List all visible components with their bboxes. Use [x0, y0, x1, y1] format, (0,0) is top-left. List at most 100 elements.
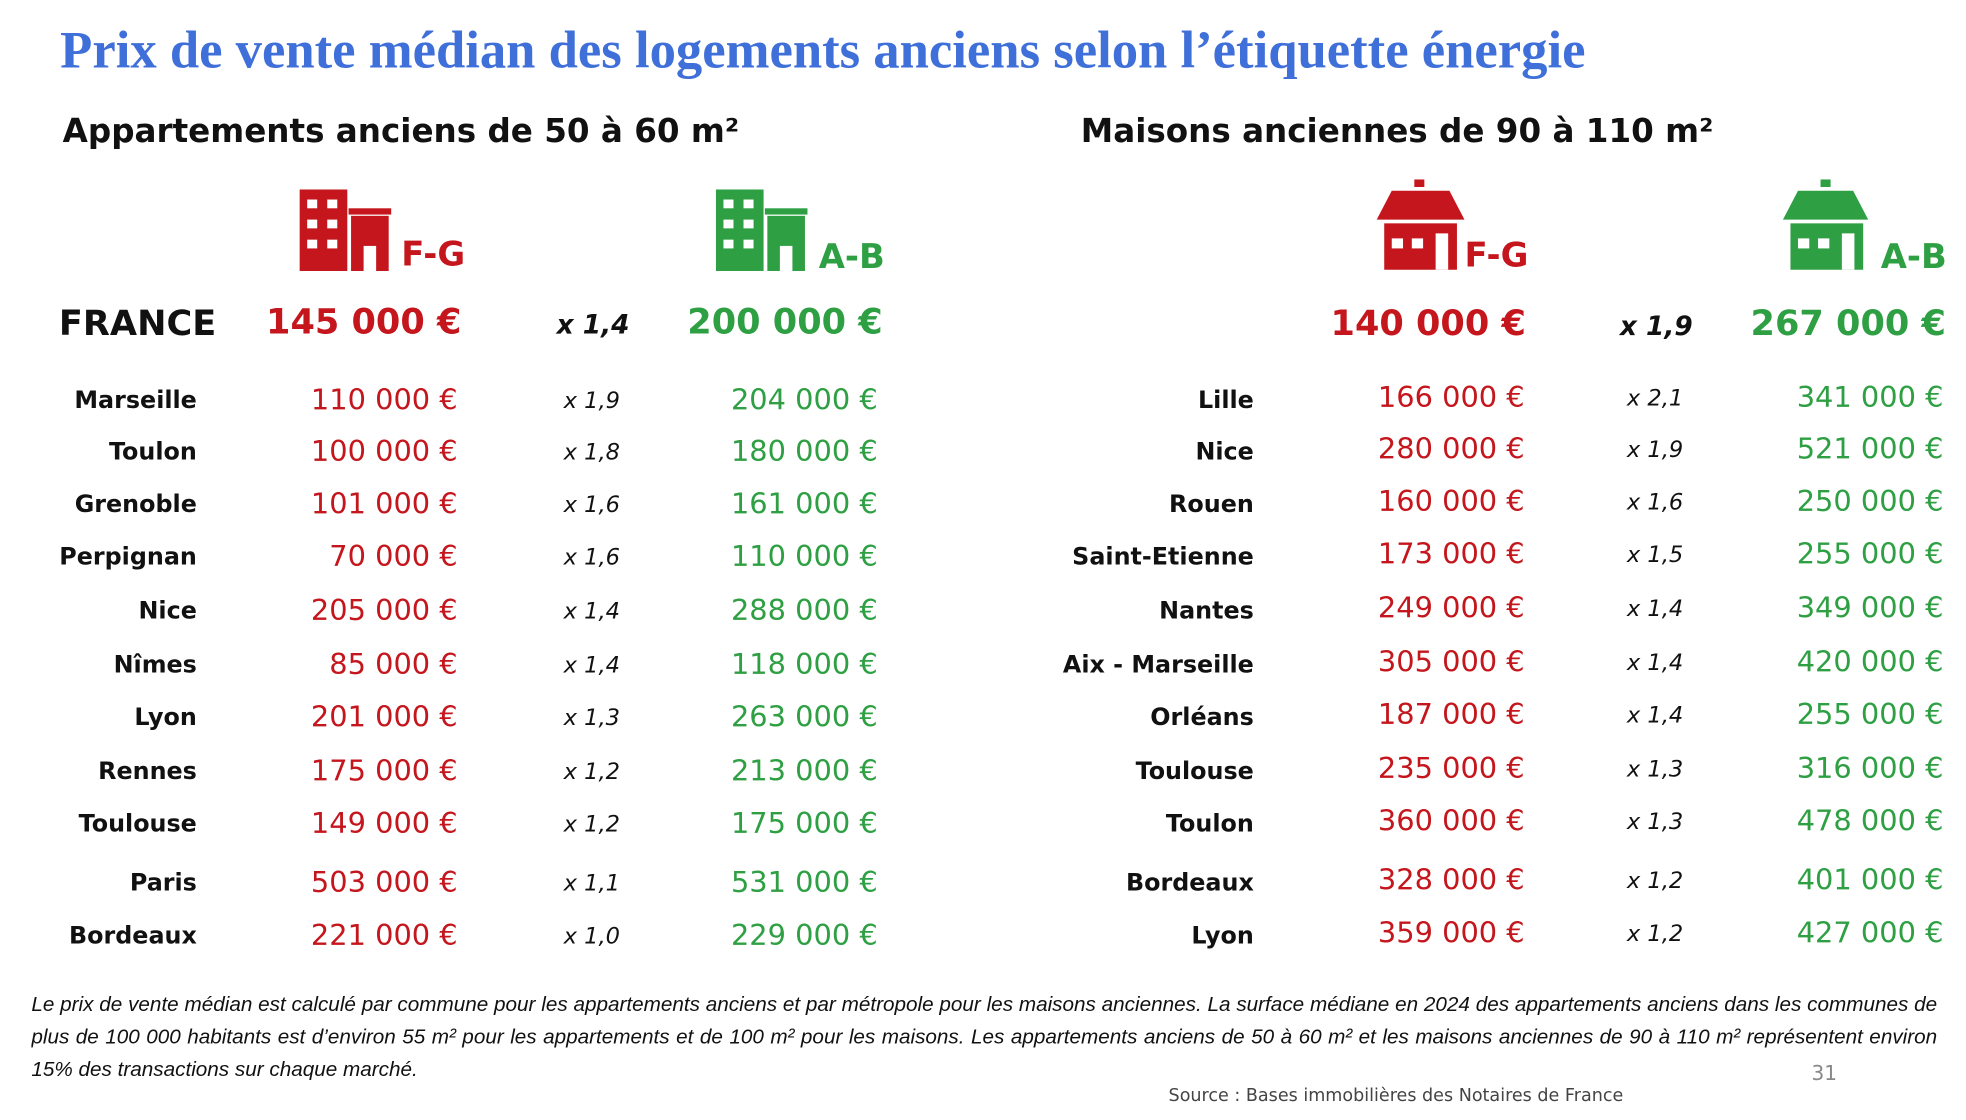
price-ab: 478 000 €: [1797, 804, 1944, 838]
price-fg: 166 000 €: [1378, 380, 1525, 414]
price-ab: 229 000 €: [731, 918, 878, 952]
city-name: Bordeaux: [1126, 869, 1254, 897]
ratio: x 1,4: [1626, 703, 1683, 729]
ratio: x 1,1: [563, 871, 620, 897]
city-name: Orléans: [1150, 703, 1254, 731]
footnote: Le prix de vente médian est calculé par …: [31, 993, 1938, 1081]
ratio: x 1,4: [1626, 596, 1683, 622]
city-name: Lyon: [1191, 921, 1253, 949]
price-fg: 359 000 €: [1378, 915, 1525, 949]
france-ab: 200 000 €: [687, 302, 882, 343]
city-name: Toulon: [109, 437, 197, 465]
city-name: Aix - Marseille: [1063, 650, 1254, 678]
price-fg: 85 000 €: [329, 647, 457, 681]
price-fg: 160 000 €: [1378, 484, 1525, 518]
price-fg: 280 000 €: [1378, 431, 1525, 465]
city-name: Grenoble: [75, 490, 197, 518]
ratio: x 1,4: [563, 652, 620, 678]
price-ab: 250 000 €: [1797, 484, 1944, 518]
price-fg: 173 000 €: [1378, 537, 1525, 571]
price-ab: 288 000 €: [731, 593, 878, 627]
city-name: Toulouse: [79, 810, 197, 838]
city-name: Marseille: [74, 386, 196, 414]
price-ab: 110 000 €: [731, 539, 878, 573]
price-ab: 316 000 €: [1797, 751, 1944, 785]
ratio: x 1,2: [563, 759, 620, 785]
france-ab: 267 000 €: [1751, 303, 1946, 344]
price-ab: 263 000 €: [731, 700, 878, 734]
price-ab: 349 000 €: [1797, 591, 1944, 625]
rows: Marseille 110 000 € x 1,9 204 000 € Toulon 10…: [59, 380, 1943, 952]
price-ab: 204 000 €: [731, 382, 878, 416]
ratio: x 1,4: [563, 599, 620, 625]
footnote-box: Le prix de vente médian est calculé par …: [31, 993, 1938, 1081]
city-name: Perpignan: [59, 543, 197, 571]
ratio: x 1,4: [1626, 650, 1683, 676]
ratio: x 1,6: [1626, 489, 1683, 515]
price-fg: 101 000 €: [311, 486, 458, 520]
city-name: Nîmes: [114, 650, 197, 678]
price-fg: 149 000 €: [311, 806, 458, 840]
price-ab: 175 000 €: [731, 806, 878, 840]
city-name: Bordeaux: [69, 921, 197, 949]
price-ab: 420 000 €: [1797, 644, 1944, 678]
price-fg: 201 000 €: [311, 700, 458, 734]
icon-windows: [1391, 233, 1855, 270]
price-fg: 249 000 €: [1378, 591, 1525, 625]
label-ab: A-B: [1881, 237, 1947, 276]
city-name: Rouen: [1169, 490, 1254, 518]
house-icon: [1782, 179, 1869, 270]
france-label: FRANCE: [59, 303, 216, 344]
ratio: x 1,9: [1626, 437, 1683, 463]
price-fg: 100 000 €: [311, 434, 458, 468]
france-ratio: x 1,4: [555, 311, 630, 341]
ratio: x 1,2: [563, 812, 620, 838]
source: Source : Bases immobilières des Notaires…: [1169, 1086, 1624, 1106]
france-ratio: x 1,9: [1618, 312, 1693, 342]
price-ab: 118 000 €: [731, 647, 878, 681]
price-ab: 401 000 €: [1797, 863, 1944, 897]
city-name: Toulouse: [1136, 757, 1254, 785]
price-ab: 255 000 €: [1797, 537, 1944, 571]
price-fg: 187 000 €: [1378, 697, 1525, 731]
ratio: x 1,6: [563, 545, 620, 571]
house-icon: [1376, 179, 1465, 270]
ratio: x 1,9: [563, 388, 620, 414]
label-ab: A-B: [819, 237, 885, 276]
city-name: Lyon: [134, 703, 196, 731]
city-name: Nantes: [1159, 597, 1254, 625]
price-fg: 175 000 €: [311, 754, 458, 788]
ratio: x 1,3: [1626, 757, 1683, 783]
city-name: Lille: [1198, 386, 1254, 414]
section-heading: Appartements anciens de 50 à 60 m²: [63, 112, 739, 150]
city-name: Paris: [130, 869, 197, 897]
price-fg: 360 000 €: [1378, 804, 1525, 838]
ratio: x 1,5: [1626, 542, 1683, 568]
france-fg: 140 000 €: [1331, 303, 1526, 344]
price-fg: 305 000 €: [1378, 644, 1525, 678]
label-fg: F-G: [1464, 236, 1528, 275]
ratio: x 1,3: [563, 705, 620, 731]
price-fg: 221 000 €: [311, 918, 458, 952]
ratio: x 1,6: [563, 492, 620, 518]
ratio: x 1,2: [1626, 921, 1683, 947]
ratio: x 1,0: [563, 923, 620, 949]
section-heading: Maisons anciennes de 90 à 110 m²: [1081, 112, 1714, 150]
price-fg: 205 000 €: [311, 593, 458, 627]
france-fg: 145 000 €: [266, 302, 461, 343]
ratio: x 1,8: [563, 439, 620, 465]
price-ab: 531 000 €: [731, 865, 878, 899]
price-fg: 110 000 €: [311, 382, 458, 416]
price-fg: 235 000 €: [1378, 751, 1525, 785]
ratio: x 1,2: [1626, 868, 1683, 894]
apartment-icon: [299, 189, 392, 271]
price-fg: 503 000 €: [311, 865, 458, 899]
price-ab: 213 000 €: [731, 754, 878, 788]
city-name: Nice: [138, 597, 196, 625]
title: Prix de vente médian des logements ancie…: [60, 21, 1585, 79]
icon-windows: [307, 199, 793, 271]
price-ab: 341 000 €: [1797, 380, 1944, 414]
city-name: Rennes: [98, 757, 197, 785]
city-name: Toulon: [1166, 810, 1254, 838]
